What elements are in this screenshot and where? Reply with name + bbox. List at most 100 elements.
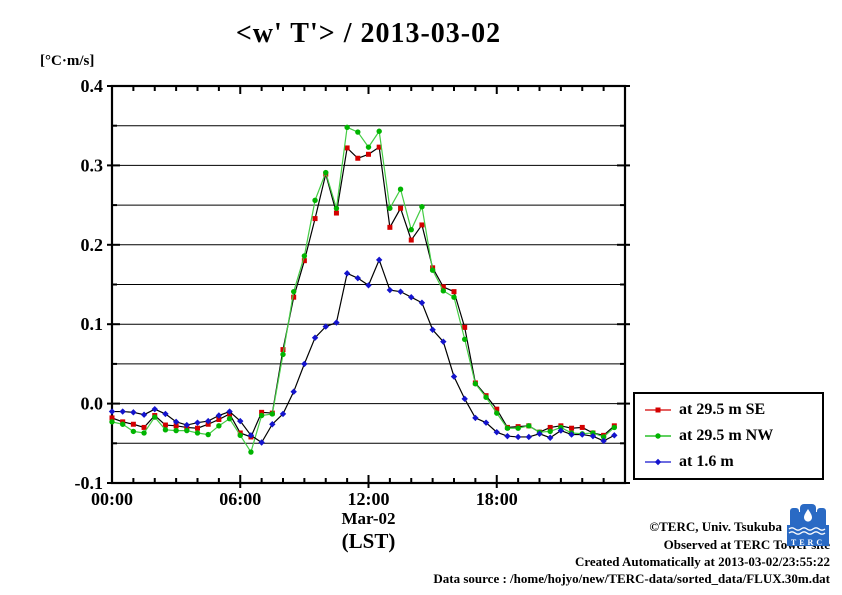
- series-2-marker: [589, 432, 597, 440]
- series-0-marker: [451, 289, 457, 295]
- legend-label: at 29.5 m SE: [679, 401, 766, 418]
- series-2-marker: [482, 419, 490, 426]
- series-1-marker: [333, 205, 340, 211]
- series-1-marker: [547, 428, 553, 435]
- series-2-marker: [172, 418, 180, 426]
- series-1-marker: [355, 129, 361, 135]
- series-0-marker: [569, 425, 575, 431]
- series-1-marker: [280, 351, 286, 358]
- series-line-2: [112, 258, 615, 444]
- series-0-marker: [195, 425, 200, 431]
- series-0-marker: [355, 155, 361, 161]
- series-1-marker: [419, 203, 425, 210]
- series-2-marker: [546, 434, 554, 441]
- series-2-marker: [493, 428, 500, 436]
- x-axis-date-label: Mar-02: [341, 509, 396, 528]
- series-1-marker: [258, 412, 265, 419]
- series-2-marker: [365, 282, 372, 289]
- series-1-marker: [184, 427, 190, 434]
- series-0-marker: [312, 216, 318, 222]
- x-axis-tick-label: 00:00: [91, 489, 133, 509]
- series-2-marker: [600, 437, 607, 445]
- series-1-marker: [216, 423, 222, 429]
- series-1-marker: [109, 419, 115, 425]
- series-0-marker: [216, 416, 222, 422]
- y-axis-tick-label: 0.4: [81, 76, 104, 96]
- series-2-marker: [450, 373, 458, 380]
- series-2-marker: [226, 408, 233, 415]
- series-2-marker: [568, 431, 575, 438]
- series-1-marker: [461, 336, 468, 342]
- series-2-marker: [204, 417, 212, 425]
- series-2-marker: [247, 432, 255, 439]
- series-1-marker: [451, 294, 457, 300]
- series-0-marker: [579, 424, 585, 430]
- legend-label: at 1.6 m: [679, 453, 734, 470]
- footer-copyright: ©TERC, Univ. Tsukuba: [649, 519, 782, 534]
- series-2-marker: [258, 439, 265, 446]
- series-1-marker: [526, 423, 532, 429]
- series-1-marker: [226, 415, 233, 422]
- series-1-marker: [472, 381, 479, 387]
- series-1-marker: [344, 124, 350, 130]
- series-2-marker: [354, 274, 362, 282]
- series-1-marker: [312, 197, 318, 204]
- series-2-marker: [279, 410, 287, 418]
- series-2-marker: [108, 408, 116, 415]
- series-1-marker: [248, 449, 254, 455]
- series-1-marker: [290, 288, 297, 295]
- series-2-marker: [322, 323, 329, 330]
- series-2-marker: [525, 433, 533, 441]
- legend-item-0: at 29.5 m SE: [644, 401, 822, 419]
- series-0-marker: [366, 151, 371, 157]
- legend-marker-icon: [645, 433, 671, 439]
- series-2-marker: [119, 408, 126, 415]
- series-1-marker: [365, 144, 372, 150]
- chart-title: <w' T'> / 2013-03-02: [235, 18, 502, 49]
- series-2-marker: [375, 256, 383, 264]
- series-0-marker: [494, 406, 500, 412]
- series-2-marker: [183, 421, 191, 429]
- series-1-marker: [141, 430, 147, 436]
- series-0-marker: [173, 423, 179, 429]
- series-1-marker: [119, 421, 126, 427]
- series-1-marker: [397, 186, 404, 192]
- series-2-marker: [290, 388, 297, 395]
- series-1-marker: [376, 128, 382, 134]
- series-0-marker: [408, 237, 414, 243]
- series-0-marker: [398, 205, 404, 211]
- x-axis-tick-label: 18:00: [476, 489, 518, 509]
- series-1-marker: [387, 205, 393, 211]
- logo-water-drop: [804, 509, 812, 522]
- series-1-marker: [194, 430, 201, 436]
- y-axis-unit-label: [°C·m/s]: [40, 53, 95, 69]
- series-1-marker: [515, 425, 521, 431]
- terc-logo-icon: TERC: [787, 504, 829, 547]
- series-2-marker: [408, 294, 415, 301]
- series-0-marker: [301, 258, 307, 264]
- series-2-marker: [504, 432, 511, 440]
- series-0-marker: [462, 324, 468, 330]
- series-1-marker: [494, 410, 500, 416]
- x-axis-timezone-label: (LST): [341, 529, 396, 553]
- series-2-marker: [536, 430, 543, 437]
- series-1-marker: [237, 432, 243, 439]
- series-0-marker: [109, 415, 115, 421]
- series-0-marker: [162, 422, 168, 428]
- series-2-marker: [269, 421, 276, 428]
- series-2-marker: [215, 412, 223, 419]
- x-axis-tick-label: 12:00: [348, 489, 390, 509]
- series-1-marker: [130, 428, 137, 435]
- series-1-marker: [173, 427, 179, 434]
- series-0-marker: [387, 224, 393, 230]
- x-axis-tick-label: 06:00: [219, 489, 261, 509]
- legend-marker-icon: [645, 458, 671, 466]
- series-2-marker: [461, 395, 468, 403]
- footer-data-source: Data source : /home/hojyo/new/TERC-data/…: [433, 571, 830, 586]
- series-0-marker: [547, 424, 553, 430]
- legend-marker-icon: [645, 407, 671, 413]
- series-2-marker: [472, 414, 479, 422]
- y-axis-tick-label: 0.0: [81, 394, 104, 414]
